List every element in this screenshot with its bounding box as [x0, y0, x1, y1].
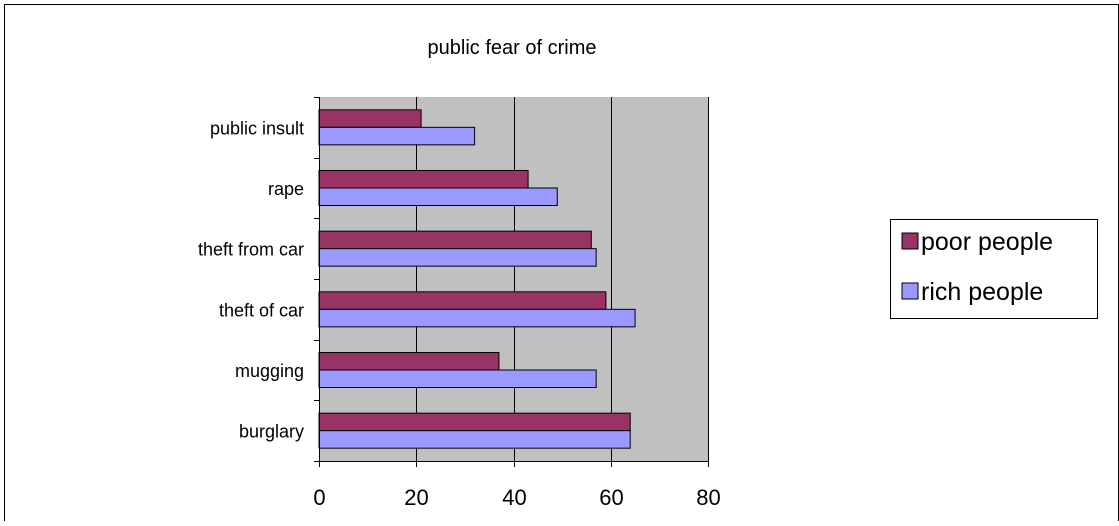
- y-tick-label-public-insult: public insult: [210, 118, 304, 138]
- bar-rich-people-rape: [318, 187, 558, 206]
- legend-swatch-rich-people: [901, 282, 919, 300]
- legend: poor people rich people: [890, 219, 1098, 319]
- legend-label-rich-people: rich people: [921, 278, 1043, 306]
- x-tick-label-0: 0: [313, 485, 325, 510]
- legend-label-poor-people: poor people: [921, 228, 1053, 256]
- x-tick-label-60: 60: [599, 485, 623, 510]
- x-tick-label-20: 20: [404, 485, 428, 510]
- plot-background: [319, 97, 708, 461]
- bar-rich-people-burglary: [318, 430, 631, 449]
- bar-poor-people-public-insult: [318, 109, 422, 128]
- y-tick-label-burglary: burglary: [239, 422, 304, 442]
- bar-rich-people-public-insult: [318, 126, 476, 146]
- plot-area: public insult rape theft from car theft of …: [198, 97, 721, 510]
- bar-poor-people-theft-of-car: [318, 291, 607, 310]
- bar-poor-people-mugging: [318, 352, 500, 371]
- y-tick-label-theft-of-car: theft of car: [219, 300, 304, 320]
- chart-title: public fear of crime: [428, 37, 597, 59]
- legend-box: [890, 219, 1098, 319]
- legend-swatch-poor-people: [901, 232, 919, 250]
- bar-rich-people-theft-from-car: [318, 248, 597, 267]
- x-tick-label-80: 80: [696, 485, 720, 510]
- x-tick-label-40: 40: [502, 485, 526, 510]
- y-tick-label-rape: rape: [268, 179, 304, 199]
- bar-poor-people-rape: [318, 170, 529, 189]
- bar-rich-people-theft-of-car: [318, 308, 636, 328]
- y-tick-label-theft-from-car: theft from car: [198, 240, 304, 260]
- y-tick-label-mugging: mugging: [235, 361, 304, 381]
- bar-poor-people-theft-from-car: [318, 230, 592, 250]
- bar-poor-people-burglary: [318, 412, 631, 432]
- bar-rich-people-mugging: [318, 369, 597, 388]
